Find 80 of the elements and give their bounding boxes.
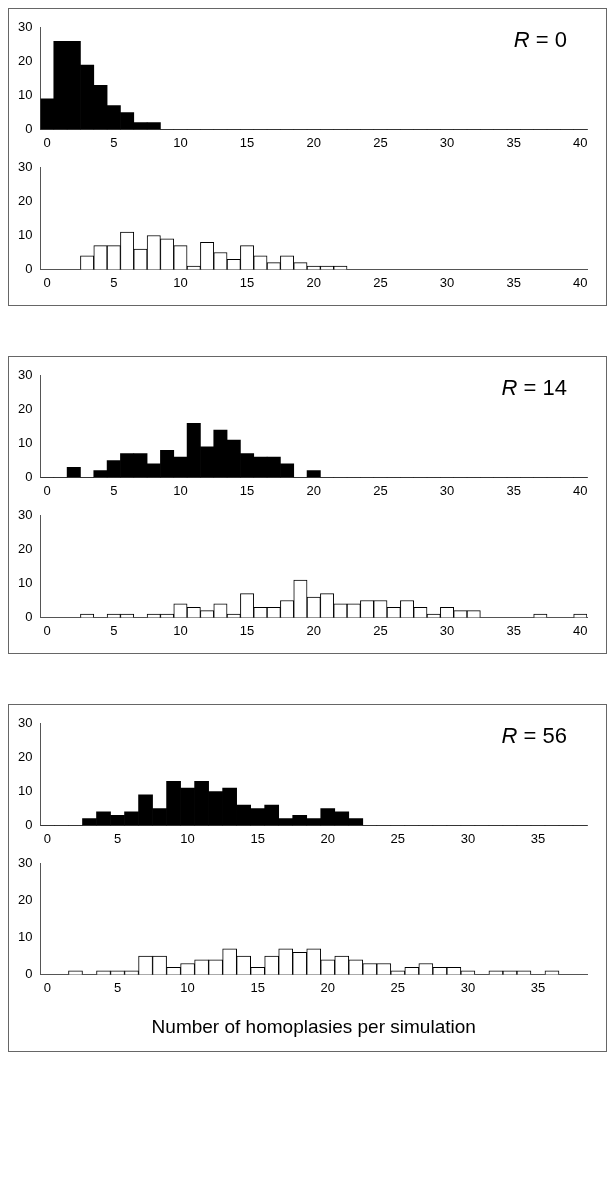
x-tick-label: 35 bbox=[506, 482, 521, 498]
x-tick-label: 25 bbox=[373, 482, 388, 498]
x-tick-label: 0 bbox=[43, 134, 51, 150]
y-tick-label: 20 bbox=[17, 892, 33, 908]
x-tick-label: 0 bbox=[43, 979, 52, 995]
x-tick-label: 0 bbox=[43, 830, 52, 846]
x-tick-label: 30 bbox=[439, 622, 455, 638]
y-tick-label: 10 bbox=[17, 783, 33, 799]
x-tick-label: 20 bbox=[306, 134, 321, 150]
x-axis-title: Number of homoplasies per simulation bbox=[151, 1015, 476, 1037]
x-tick-label: 20 bbox=[320, 830, 335, 846]
x-tick-label: 30 bbox=[439, 482, 455, 498]
x-tick-label: 20 bbox=[320, 979, 335, 995]
y-tick-label: 10 bbox=[17, 227, 33, 243]
x-tick-label: 15 bbox=[239, 482, 255, 498]
x-tick-label: 10 bbox=[180, 979, 195, 995]
x-tick-label: 35 bbox=[506, 622, 521, 638]
x-tick-label: 15 bbox=[250, 979, 265, 995]
x-tick-label: 5 bbox=[110, 482, 118, 498]
x-tick-label: 35 bbox=[530, 979, 546, 995]
y-tick-label: 30 bbox=[17, 507, 33, 523]
x-tick-label: 30 bbox=[439, 134, 455, 150]
x-tick-label: 15 bbox=[239, 274, 255, 290]
x-tick-label: 10 bbox=[180, 830, 195, 846]
x-tick-label: 35 bbox=[530, 830, 546, 846]
x-tick-label: 40 bbox=[573, 274, 588, 290]
x-tick-label: 20 bbox=[306, 274, 321, 290]
y-tick-label: 30 bbox=[17, 367, 33, 383]
x-tick-label: 5 bbox=[110, 622, 118, 638]
x-tick-label: 35 bbox=[506, 134, 521, 150]
x-tick-label: 10 bbox=[173, 274, 188, 290]
x-tick-label: 25 bbox=[390, 830, 406, 846]
y-tick-label: 20 bbox=[17, 193, 33, 209]
x-tick-label: 20 bbox=[306, 482, 321, 498]
annotation: R = 14 bbox=[501, 374, 567, 400]
y-tick-label: 0 bbox=[25, 966, 33, 982]
x-tick-label: 30 bbox=[439, 274, 455, 290]
x-tick-label: 30 bbox=[460, 979, 476, 995]
x-tick-label: 35 bbox=[506, 274, 521, 290]
x-tick-label: 10 bbox=[173, 134, 188, 150]
y-tick-label: 30 bbox=[17, 715, 33, 731]
x-tick-label: 30 bbox=[460, 830, 476, 846]
x-tick-label: 40 bbox=[573, 622, 588, 638]
x-tick-label: 20 bbox=[306, 622, 321, 638]
y-tick-label: 30 bbox=[17, 159, 33, 175]
x-tick-label: 5 bbox=[113, 830, 122, 846]
y-tick-label: 10 bbox=[17, 87, 33, 103]
x-tick-label: 10 bbox=[173, 622, 188, 638]
x-tick-label: 0 bbox=[43, 622, 51, 638]
y-tick-label: 10 bbox=[17, 575, 33, 591]
y-tick-label: 20 bbox=[17, 53, 33, 69]
y-tick-label: 20 bbox=[17, 541, 33, 557]
x-tick-label: 10 bbox=[173, 482, 188, 498]
y-tick-label: 0 bbox=[25, 608, 33, 624]
x-tick-label: 25 bbox=[373, 274, 388, 290]
x-tick-label: 40 bbox=[573, 134, 588, 150]
y-tick-label: 0 bbox=[25, 260, 33, 276]
x-tick-label: 0 bbox=[43, 482, 51, 498]
x-tick-label: 15 bbox=[239, 134, 255, 150]
y-tick-label: 30 bbox=[17, 855, 33, 871]
x-tick-label: 15 bbox=[239, 622, 255, 638]
x-tick-label: 5 bbox=[110, 274, 118, 290]
annotation: R = 0 bbox=[513, 26, 567, 52]
y-tick-label: 10 bbox=[17, 435, 33, 451]
x-tick-label: 40 bbox=[573, 482, 588, 498]
y-tick-label: 20 bbox=[17, 749, 33, 765]
y-tick-label: 0 bbox=[25, 816, 33, 832]
x-tick-label: 25 bbox=[373, 134, 388, 150]
x-tick-label: 5 bbox=[110, 134, 118, 150]
x-tick-label: 25 bbox=[373, 622, 388, 638]
x-tick-label: 15 bbox=[250, 830, 265, 846]
x-tick-label: 5 bbox=[113, 979, 122, 995]
y-tick-label: 30 bbox=[17, 19, 33, 35]
y-tick-label: 20 bbox=[17, 401, 33, 417]
y-tick-label: 0 bbox=[25, 468, 33, 484]
x-tick-label: 25 bbox=[390, 979, 406, 995]
y-tick-label: 0 bbox=[25, 120, 33, 136]
y-tick-label: 10 bbox=[17, 929, 33, 945]
x-tick-label: 0 bbox=[43, 274, 51, 290]
annotation: R = 56 bbox=[501, 722, 567, 748]
